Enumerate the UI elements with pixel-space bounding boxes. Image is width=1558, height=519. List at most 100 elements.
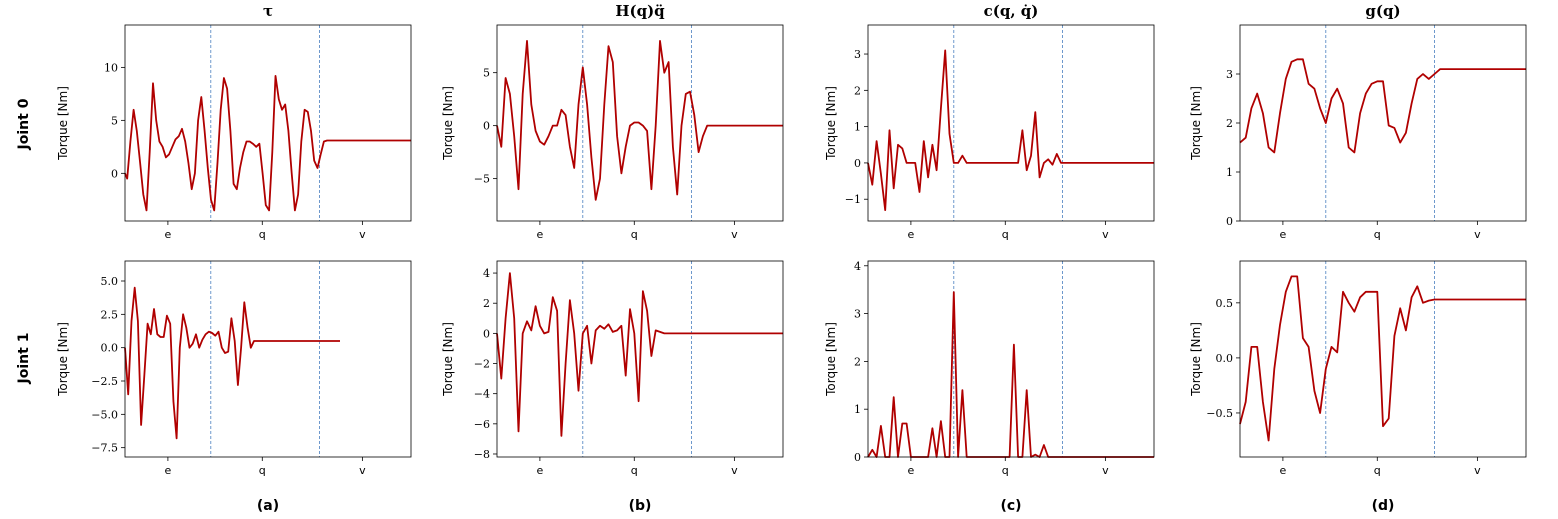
y-tick-label: −8 — [474, 448, 490, 461]
x-tick-label: v — [359, 228, 366, 241]
y-tick-label: −6 — [474, 418, 490, 431]
panel-label-b: (b) — [629, 498, 652, 514]
y-tick-label: 0 — [111, 167, 118, 180]
axes-frame — [1239, 260, 1527, 458]
panel-label-d: (d) — [1372, 498, 1395, 514]
y-axis-label: Torque [Nm] — [56, 86, 70, 161]
y-tick-label: 0 — [1226, 215, 1233, 228]
axes-frame — [496, 24, 784, 222]
panel-j0-hq: −5 0 5 e q v Torque [Nm] — [441, 24, 784, 241]
y-axis-label: Torque [Nm] — [441, 86, 455, 161]
panel-label-a: (a) — [257, 498, 279, 514]
x-tick-label: q — [1374, 228, 1381, 241]
y-axis-label: Torque [Nm] — [56, 322, 70, 397]
series-line — [867, 49, 1154, 211]
panel-j1-gq: −0.5 0.0 0.5 e q v Torque [Nm] — [1189, 260, 1527, 477]
y-tick-label: 0.0 — [1216, 352, 1234, 365]
x-tick-label: v — [731, 228, 738, 241]
series-line — [124, 75, 411, 212]
x-tick-label: e — [537, 464, 544, 477]
column-title-tau: τ — [263, 2, 273, 20]
panel-j0-cq: −1 0 1 2 3 e q v Torque [Nm] — [824, 24, 1155, 241]
x-tick-label: e — [1280, 228, 1287, 241]
y-tick-label: 10 — [104, 61, 118, 74]
series-line — [496, 272, 783, 437]
y-tick-label: 0 — [483, 327, 490, 340]
column-title-cq: c(q, q̇) — [984, 2, 1039, 20]
column-title-hq: H(q)q̈ — [615, 2, 665, 20]
panel-label-c: (c) — [1000, 498, 1021, 514]
x-tick-label: e — [165, 228, 172, 241]
y-tick-label: 3 — [854, 48, 861, 61]
y-tick-label: 5 — [111, 114, 118, 127]
y-tick-label: 5.0 — [101, 275, 119, 288]
y-axis-label: Torque [Nm] — [824, 322, 838, 397]
y-tick-label: −2.5 — [91, 375, 118, 388]
x-tick-label: q — [631, 464, 638, 477]
series-line — [1239, 275, 1526, 442]
axes-frame — [124, 260, 412, 458]
y-tick-label: 1 — [854, 403, 861, 416]
y-tick-label: 0.0 — [101, 342, 119, 355]
y-tick-label: 0 — [483, 120, 490, 133]
x-tick-label: v — [731, 464, 738, 477]
y-tick-label: −0.5 — [1206, 407, 1233, 420]
y-axis-label: Torque [Nm] — [1189, 86, 1203, 161]
panel-j0-gq: 0 1 2 3 e q v Torque [Nm] — [1189, 24, 1527, 241]
row-label-joint0: Joint 0 — [16, 98, 32, 150]
series-line — [124, 286, 340, 440]
y-tick-label: −1 — [845, 193, 861, 206]
axes-frame — [867, 24, 1155, 222]
x-tick-label: e — [1280, 464, 1287, 477]
x-tick-label: v — [1474, 464, 1481, 477]
x-tick-label: e — [537, 228, 544, 241]
panel-j1-hq: −8 −6 −4 −2 0 2 4 e q v Torque [Nm] — [441, 260, 784, 477]
y-tick-label: 3 — [1226, 68, 1233, 81]
series-line — [1239, 58, 1526, 154]
series-line — [867, 291, 1154, 458]
y-tick-label: 0 — [854, 451, 861, 464]
x-tick-label: e — [908, 228, 915, 241]
y-tick-label: 2.5 — [101, 308, 119, 321]
x-tick-label: q — [259, 228, 266, 241]
y-tick-label: 2 — [483, 297, 490, 310]
y-tick-label: 2 — [854, 84, 861, 97]
x-tick-label: e — [165, 464, 172, 477]
series-line — [496, 40, 783, 201]
axes-frame — [867, 260, 1155, 458]
y-tick-label: 1 — [854, 121, 861, 134]
y-tick-label: −5.0 — [91, 408, 118, 421]
y-tick-label: 0 — [854, 157, 861, 170]
axes-frame — [124, 24, 412, 222]
y-tick-label: −4 — [474, 388, 490, 401]
panel-j1-cq: 0 1 2 3 4 e q v Torque [Nm] — [824, 260, 1155, 477]
y-tick-label: 1 — [1226, 166, 1233, 179]
y-axis-label: Torque [Nm] — [1189, 322, 1203, 397]
x-tick-label: v — [1474, 228, 1481, 241]
y-tick-label: 0.5 — [1216, 297, 1234, 310]
y-tick-label: −7.5 — [91, 442, 118, 455]
x-tick-label: e — [908, 464, 915, 477]
x-tick-label: q — [259, 464, 266, 477]
x-tick-label: q — [1002, 464, 1009, 477]
x-tick-label: q — [631, 228, 638, 241]
y-axis-label: Torque [Nm] — [824, 86, 838, 161]
y-tick-label: 4 — [854, 260, 861, 273]
axes-frame — [496, 260, 784, 458]
column-title-gq: g(q) — [1365, 2, 1400, 20]
y-tick-label: −2 — [474, 358, 490, 371]
axes-frame — [1239, 24, 1527, 222]
y-axis-label: Torque [Nm] — [441, 322, 455, 397]
x-tick-label: q — [1374, 464, 1381, 477]
x-tick-label: v — [1102, 228, 1109, 241]
y-tick-label: 2 — [1226, 117, 1233, 130]
y-tick-label: 4 — [483, 267, 490, 280]
y-tick-label: 3 — [854, 308, 861, 321]
y-tick-label: 5 — [483, 67, 490, 80]
x-tick-label: v — [1102, 464, 1109, 477]
y-tick-label: 2 — [854, 355, 861, 368]
panel-j1-tau: −7.5 −5.0 −2.5 0.0 2.5 5.0 e q v Torque [Nm] — [56, 260, 412, 477]
row-label-joint1: Joint 1 — [16, 333, 32, 385]
y-tick-label: −5 — [474, 173, 490, 186]
